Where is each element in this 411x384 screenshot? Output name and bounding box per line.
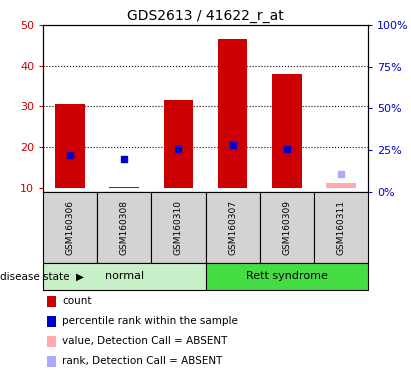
Bar <box>218 39 247 188</box>
Text: normal: normal <box>105 271 144 281</box>
Title: GDS2613 / 41622_r_at: GDS2613 / 41622_r_at <box>127 8 284 23</box>
Bar <box>260 192 314 263</box>
Bar <box>55 104 85 188</box>
Bar <box>43 263 206 290</box>
Text: GSM160307: GSM160307 <box>228 200 237 255</box>
Bar <box>97 192 151 263</box>
Text: GSM160311: GSM160311 <box>336 200 345 255</box>
Text: Rett syndrome: Rett syndrome <box>246 271 328 281</box>
Bar <box>43 192 97 263</box>
Text: disease state  ▶: disease state ▶ <box>0 271 84 281</box>
Text: GSM160309: GSM160309 <box>282 200 291 255</box>
Text: count: count <box>62 296 92 306</box>
Bar <box>314 192 368 263</box>
Bar <box>272 74 302 188</box>
Text: GSM160308: GSM160308 <box>120 200 129 255</box>
Text: GSM160306: GSM160306 <box>66 200 75 255</box>
Text: percentile rank within the sample: percentile rank within the sample <box>62 316 238 326</box>
Text: rank, Detection Call = ABSENT: rank, Detection Call = ABSENT <box>62 356 223 366</box>
Text: value, Detection Call = ABSENT: value, Detection Call = ABSENT <box>62 336 228 346</box>
Bar <box>151 192 206 263</box>
Bar <box>109 187 139 188</box>
Bar <box>206 263 368 290</box>
Bar <box>326 183 356 188</box>
Bar <box>206 192 260 263</box>
Text: GSM160310: GSM160310 <box>174 200 183 255</box>
Bar <box>164 100 193 188</box>
